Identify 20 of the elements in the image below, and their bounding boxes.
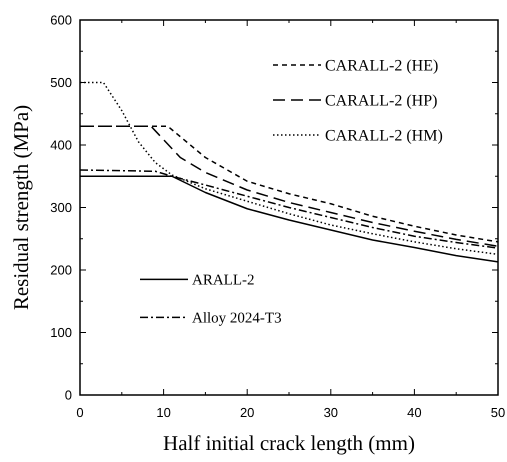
- y-tick-label: 400: [50, 138, 72, 153]
- y-tick-label: 500: [50, 75, 72, 90]
- y-tick-label: 0: [64, 388, 72, 403]
- legend-label: CARALL-2 (HM): [325, 128, 443, 145]
- y-tick-label: 100: [50, 325, 72, 340]
- legend-label: Alloy 2024-T3: [192, 310, 282, 327]
- x-tick-label: 0: [76, 405, 84, 420]
- x-tick-label: 20: [240, 405, 254, 420]
- legend-label: ARALL-2: [192, 272, 254, 289]
- x-axis-title: Half initial crack length (mm): [163, 431, 415, 455]
- x-tick-label: 30: [324, 405, 338, 420]
- y-tick-label: 200: [50, 262, 72, 278]
- x-tick-label: 10: [156, 405, 171, 420]
- legend-label: CARALL-2 (HE): [325, 58, 438, 75]
- y-axis-title: Residual strength (MPa): [9, 104, 33, 310]
- x-tick-label: 40: [407, 405, 422, 420]
- y-tick-label: 300: [50, 200, 72, 216]
- legend-label: CARALL-2 (HP): [325, 92, 438, 110]
- x-tick-label: 50: [490, 405, 506, 420]
- y-tick-label: 600: [50, 12, 72, 28]
